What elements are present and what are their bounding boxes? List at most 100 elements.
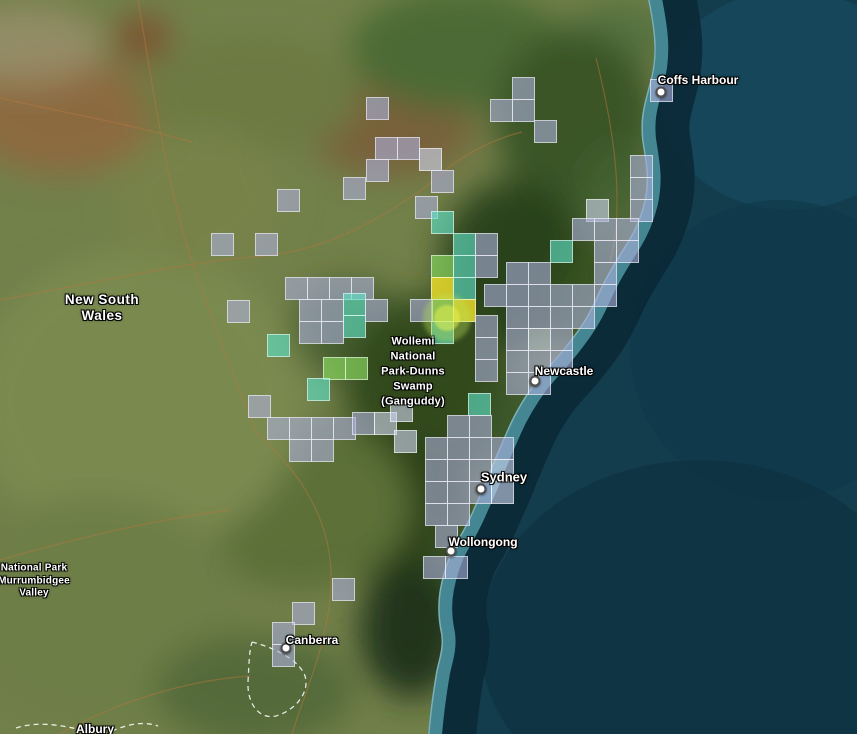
heatmap-cell [307, 378, 330, 401]
heatmap-cell [277, 189, 300, 212]
heatmap-cell [550, 350, 573, 373]
heatmap-cell [491, 437, 514, 460]
heatmap-cell [410, 299, 433, 322]
heatmap-cell [447, 459, 470, 482]
heatmap-cell [352, 412, 375, 435]
heatmap-cell [267, 417, 290, 440]
heatmap-cell [431, 299, 454, 322]
heatmap-cell [285, 277, 308, 300]
heatmap-cell [255, 233, 278, 256]
heatmap-cell [534, 120, 557, 143]
heatmap-cell [425, 481, 448, 504]
heatmap-cell [431, 170, 454, 193]
heatmap-cell [431, 277, 454, 300]
heatmap-cell [453, 277, 476, 300]
heatmap-cell [594, 240, 617, 263]
heatmap-cell [397, 137, 420, 160]
heatmap-cell [267, 334, 290, 357]
heatmap-cell [311, 417, 334, 440]
heatmap-cell [343, 293, 366, 316]
heatmap-cell [528, 306, 551, 329]
heatmap-cell [345, 357, 368, 380]
heatmap-cell [423, 556, 446, 579]
heatmap-cell [447, 437, 470, 460]
heatmap-cell [594, 262, 617, 285]
heatmap-cell [453, 233, 476, 256]
heatmap-cell [491, 459, 514, 482]
heatmap-cell [550, 306, 573, 329]
heatmap-cell [447, 481, 470, 504]
heatmap-cell [419, 148, 442, 171]
heatmap-cell [431, 211, 454, 234]
heatmap-cell [299, 321, 322, 344]
heatmap-cell [469, 481, 492, 504]
heatmap-cell [506, 262, 529, 285]
heatmap-cell [468, 393, 491, 416]
heatmap-cell [550, 240, 573, 263]
heatmap-cell [394, 430, 417, 453]
heatmap-cell [528, 284, 551, 307]
heatmap-cell [528, 262, 551, 285]
heatmap-cell [323, 357, 346, 380]
heatmap-cell [469, 437, 492, 460]
heatmap-cell [506, 372, 529, 395]
heatmap-cell [366, 97, 389, 120]
heatmap-cell [594, 218, 617, 241]
heatmap-cell [227, 300, 250, 323]
heatmap-cell [292, 602, 315, 625]
heatmap-cell [490, 99, 513, 122]
heatmap-cell [572, 306, 595, 329]
heatmap-cell [299, 299, 322, 322]
heatmap-cell [475, 233, 498, 256]
heatmap-cell [390, 399, 413, 422]
heatmap-cell [512, 99, 535, 122]
heatmap-cell [272, 644, 295, 667]
heatmap-cell [447, 503, 470, 526]
heatmap-cell [475, 315, 498, 338]
heatmap-cell [321, 321, 344, 344]
heatmap-cell [289, 417, 312, 440]
heatmap-cell [506, 328, 529, 351]
heatmap-cell [650, 79, 673, 102]
heatmap-cell [572, 284, 595, 307]
heatmap-cell [435, 525, 458, 548]
heatmap-cell [528, 372, 551, 395]
heatmap-cell [616, 218, 639, 241]
heatmap-cell [211, 233, 234, 256]
heatmap-cell [453, 299, 476, 322]
heatmap-cell [475, 337, 498, 360]
heatmap-cell [431, 321, 454, 344]
heatmap-cell [594, 284, 617, 307]
heatmap-cell [550, 328, 573, 351]
heatmap-cell [425, 437, 448, 460]
heatmap-cell [572, 218, 595, 241]
heatmap-cell [332, 578, 355, 601]
heatmap-cell [248, 395, 271, 418]
heatmap-cell [469, 459, 492, 482]
heatmap-cell [366, 159, 389, 182]
heatmap-cell [484, 284, 507, 307]
heatmap-cell [321, 299, 344, 322]
heatmap-cell [365, 299, 388, 322]
heatmap-cell [506, 284, 529, 307]
heatmap-cell [630, 155, 653, 178]
heatmap-cell [528, 350, 551, 373]
heatmap-cell [475, 255, 498, 278]
heatmap-cell [289, 439, 312, 462]
heatmap-cell [506, 306, 529, 329]
heatmap-cell [375, 137, 398, 160]
heatmap-cell [272, 622, 295, 645]
heatmap-cell [431, 255, 454, 278]
heatmap-cell [469, 415, 492, 438]
heatmap-cell [343, 177, 366, 200]
heatmap-cell [445, 556, 468, 579]
heatmap-cell [447, 415, 470, 438]
heatmap-cell [343, 315, 366, 338]
heatmap-cell [506, 350, 529, 373]
heatmap-cell [616, 240, 639, 263]
heatmap-cell [528, 328, 551, 351]
heatmap-cell [630, 177, 653, 200]
heatmap-cell [425, 459, 448, 482]
